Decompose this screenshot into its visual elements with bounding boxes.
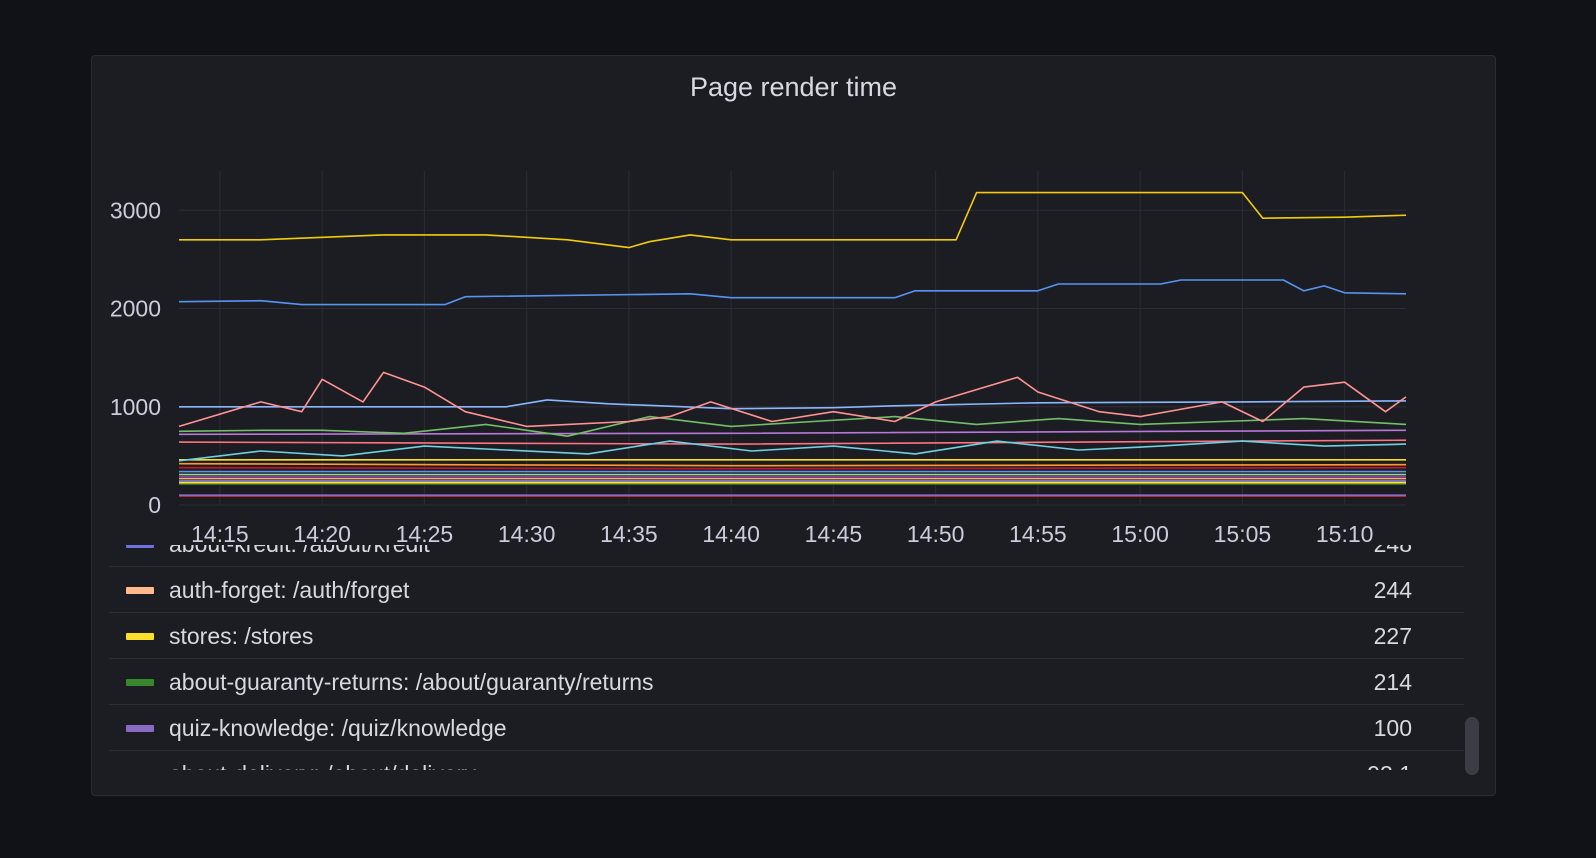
- legend-swatch: [126, 587, 154, 594]
- legend-value: 248: [1374, 545, 1412, 558]
- x-tick-label: 14:15: [191, 521, 249, 547]
- x-tick-label: 14:45: [805, 521, 863, 547]
- series-line: [178, 415, 1407, 438]
- legend-row[interactable]: quiz-knowledge: /quiz/knowledge 100: [109, 705, 1464, 751]
- legend-swatch: [126, 545, 154, 548]
- legend-label: stores: /stores: [169, 623, 314, 649]
- x-tick-label: 15:00: [1111, 521, 1169, 547]
- legend-row[interactable]: stores: /stores 227: [109, 613, 1464, 659]
- x-tick-label: 14:35: [600, 521, 658, 547]
- legend-label: about-kredit: /about/kredit: [169, 545, 430, 558]
- x-tick-label: 14:25: [396, 521, 454, 547]
- legend: about-kredit: /about/kredit 248 auth-forge…: [109, 545, 1464, 770]
- chart-panel: Page render time 0 1000 2000 3000 14:15 14:20…: [91, 55, 1496, 796]
- series-line: [178, 429, 1407, 436]
- legend-label: about-guaranty-returns: /about/guaranty/…: [169, 669, 654, 695]
- line-chart[interactable]: 0 1000 2000 3000 14:15 14:20 14:25 14:30 14:35 14…: [92, 56, 1497, 556]
- legend-label: quiz-knowledge: /quiz/knowledge: [169, 715, 507, 741]
- legend-row[interactable]: about-guaranty-returns: /about/guaranty/…: [109, 659, 1464, 705]
- x-tick-label: 14:50: [907, 521, 965, 547]
- x-tick-label: 14:20: [293, 521, 351, 547]
- legend-swatch: [126, 633, 154, 640]
- legend-swatch: [126, 679, 154, 686]
- series-line: [179, 399, 1407, 410]
- x-tick-label: 15:10: [1316, 521, 1374, 547]
- y-tick-label: 1000: [110, 394, 161, 420]
- x-tick-label: 14:55: [1009, 521, 1067, 547]
- y-tick-label: 0: [148, 492, 161, 518]
- legend-value: 214: [1373, 669, 1412, 695]
- panel-title[interactable]: Page render time: [689, 72, 898, 102]
- series-line: [178, 462, 1407, 467]
- legend-label: about-delivery: /about/delivery: [169, 761, 476, 770]
- legend-value: 244: [1373, 577, 1412, 603]
- legend-row[interactable]: about-kredit: /about/kredit 248: [109, 545, 1464, 567]
- series-line: [178, 439, 1407, 445]
- legend-row[interactable]: about-delivery: /about/delivery 93.1: [109, 751, 1464, 770]
- x-tick-label: 14:30: [498, 521, 556, 547]
- legend-value: 93.1: [1367, 761, 1412, 770]
- legend-row[interactable]: auth-forget: /auth/forget 244: [109, 567, 1464, 613]
- legend-value: 227: [1373, 623, 1412, 649]
- legend-swatch: [126, 725, 154, 732]
- legend-scrollbar[interactable]: [1465, 717, 1479, 775]
- y-tick-label: 3000: [110, 197, 161, 223]
- legend-label: auth-forget: /auth/forget: [169, 577, 410, 603]
- series-line: [178, 279, 1407, 306]
- x-tick-label: 15:05: [1214, 521, 1272, 547]
- x-tick-label: 14:40: [702, 521, 760, 547]
- series-line: [178, 371, 1407, 428]
- y-tick-label: 2000: [110, 296, 161, 322]
- series-line: [178, 440, 1407, 462]
- legend-value: 100: [1373, 715, 1412, 741]
- legend-list: about-kredit: /about/kredit 248 auth-forge…: [109, 545, 1464, 770]
- series-line: [179, 191, 1407, 249]
- series-line: [178, 466, 1407, 470]
